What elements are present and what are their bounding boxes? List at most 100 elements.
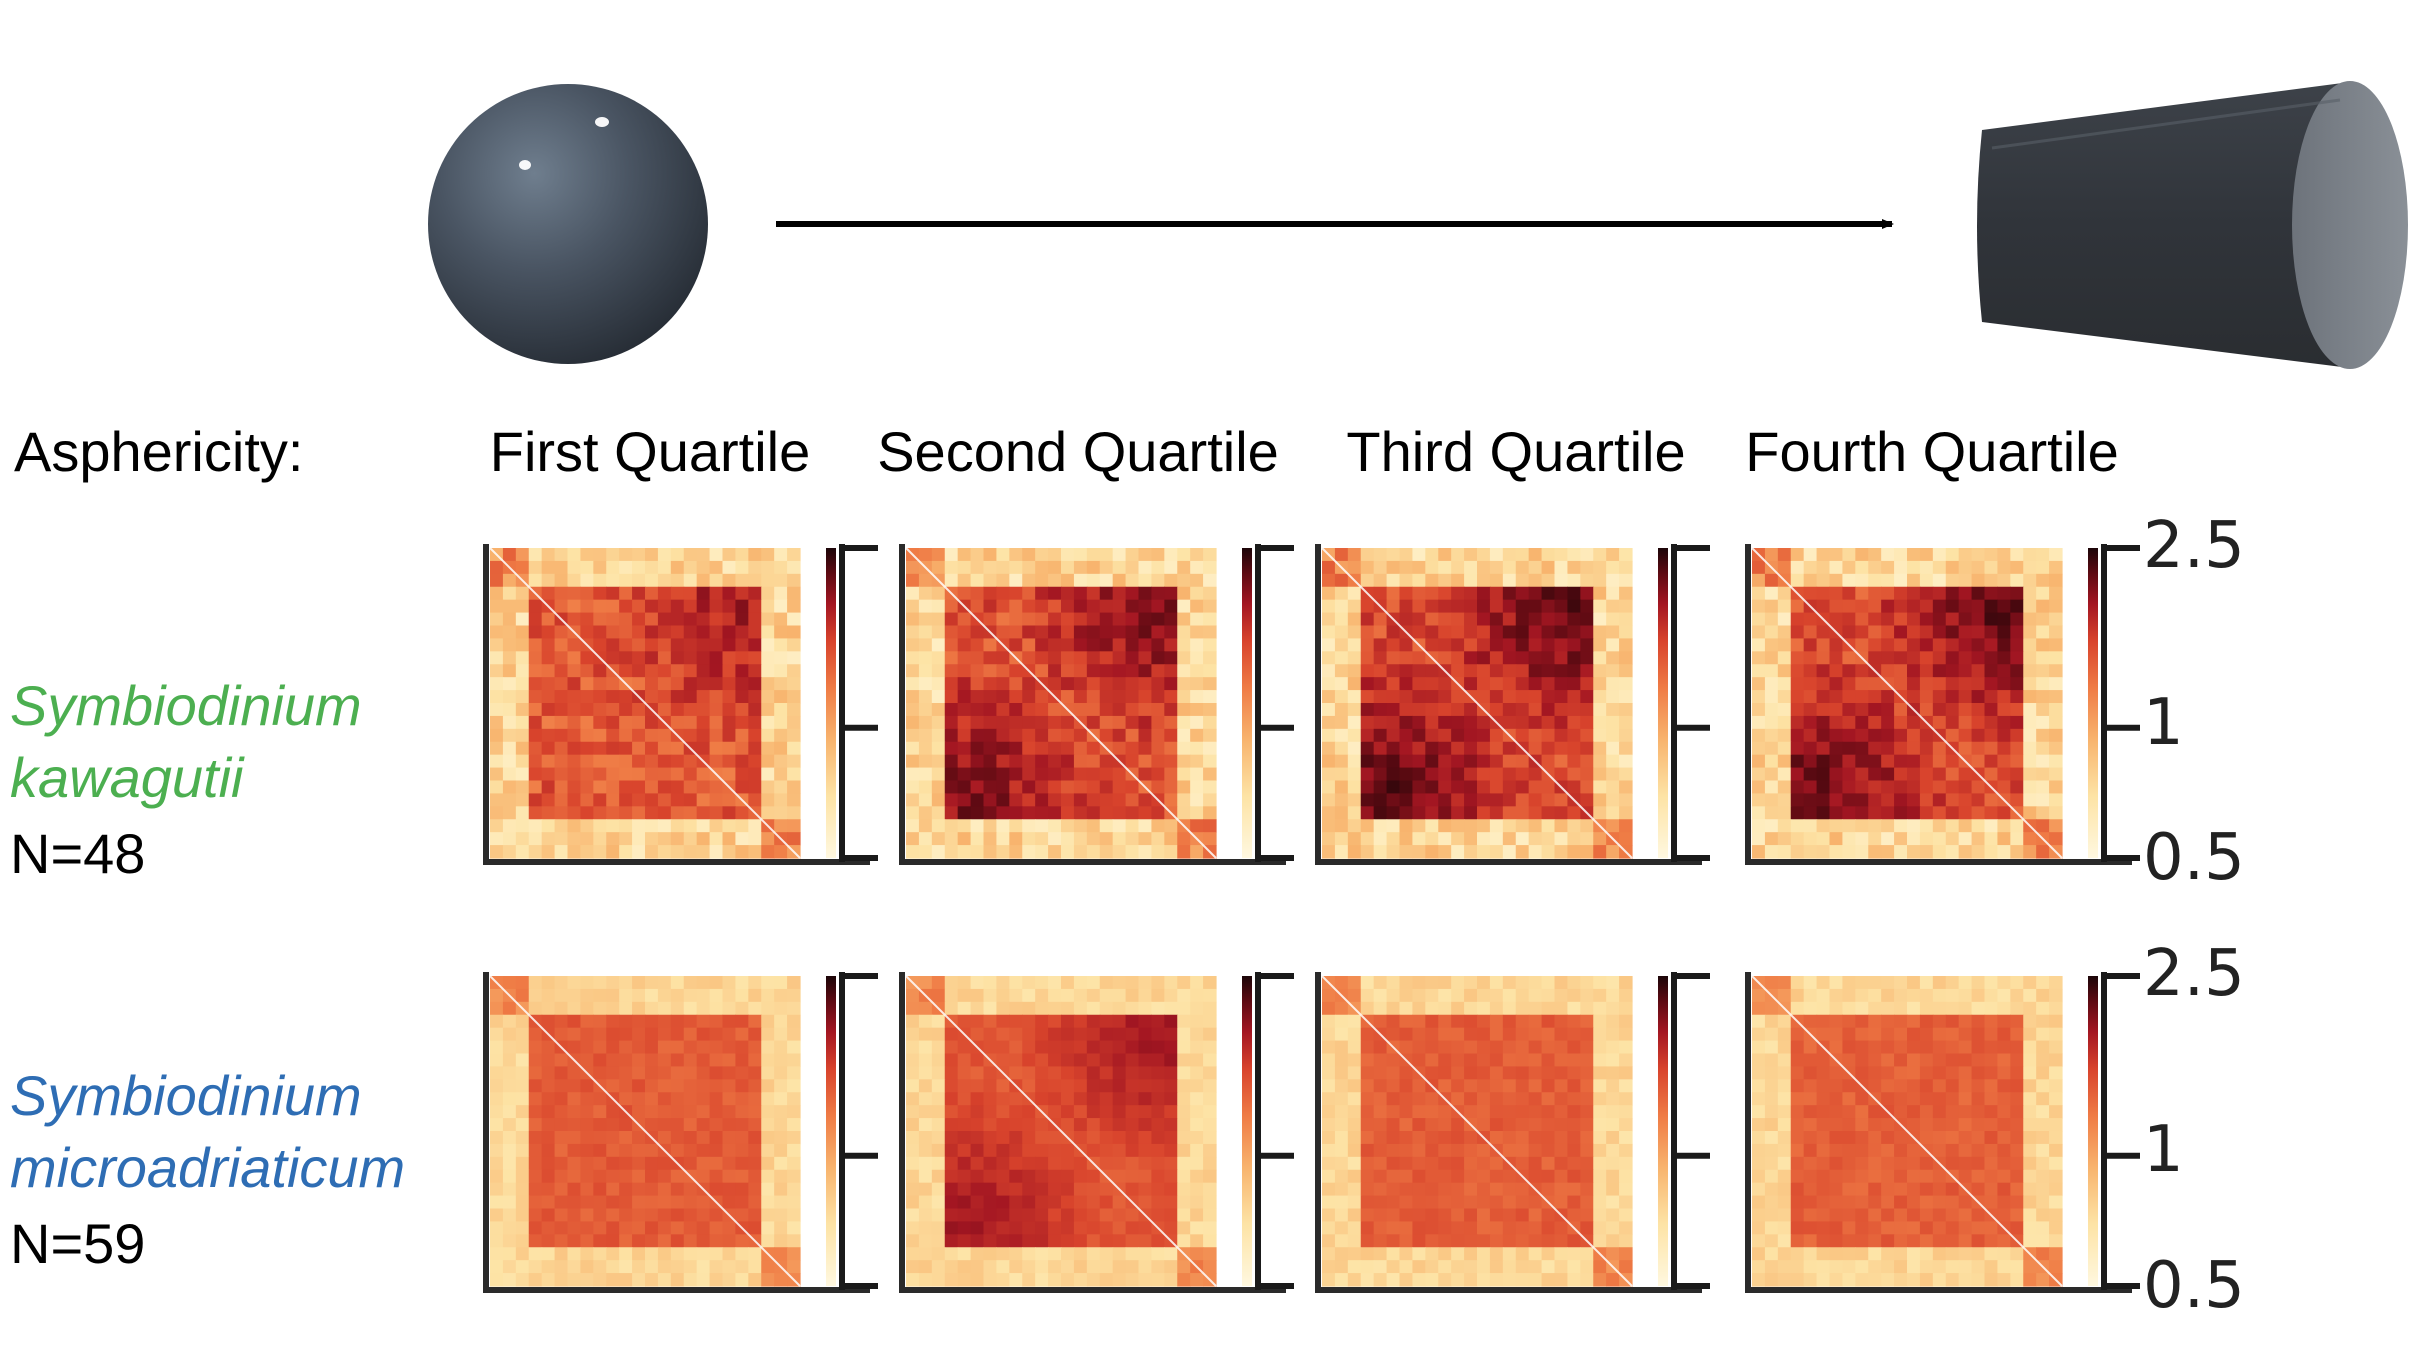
heatmap-cell xyxy=(1322,819,1336,833)
heatmap-cell xyxy=(554,1066,569,1080)
heatmap-cell xyxy=(1958,664,1973,678)
heatmap-cell xyxy=(1177,599,1191,614)
heatmap-cell xyxy=(502,1001,517,1016)
heatmap-cell xyxy=(1412,560,1426,575)
heatmap-cell xyxy=(1464,664,1478,678)
heatmap-cell xyxy=(619,638,633,652)
heatmap-cell xyxy=(2023,586,2037,601)
heatmap-cell xyxy=(1984,976,1999,990)
heatmap-cell xyxy=(490,664,504,678)
heatmap-cell xyxy=(1489,819,1504,833)
heatmap-cell xyxy=(1048,806,1062,820)
heatmap-cell xyxy=(1009,664,1023,678)
heatmap-cell xyxy=(1764,703,1779,717)
heatmap-cell xyxy=(944,1118,959,1132)
heatmap-cell xyxy=(1334,612,1349,627)
heatmap-cell xyxy=(2010,548,2024,562)
heatmap-cell xyxy=(1151,1195,1165,1210)
heatmap-cell xyxy=(593,599,607,614)
heatmap-cell xyxy=(1203,612,1217,627)
heatmap-cell xyxy=(1322,1221,1336,1235)
heatmap-cell xyxy=(1567,1273,1581,1287)
heatmap-cell xyxy=(1112,1118,1127,1132)
heatmap-cell xyxy=(606,1260,620,1274)
heatmap-cell xyxy=(1816,1066,1831,1080)
heatmap-cell xyxy=(748,1260,762,1274)
heatmap-cell xyxy=(1360,1143,1375,1158)
heatmap-cell xyxy=(957,1221,972,1235)
heatmap-cell xyxy=(1541,1118,1556,1132)
heatmap-cell xyxy=(983,1247,998,1261)
heatmap-cell xyxy=(528,819,543,833)
heatmap-cell xyxy=(515,1273,530,1287)
heatmap-cell xyxy=(1816,1027,1831,1042)
heatmap-cell xyxy=(1009,1105,1023,1119)
heatmap-cell xyxy=(1177,1040,1191,1055)
heatmap-cell xyxy=(996,560,1010,575)
heatmap-cell xyxy=(1412,832,1426,846)
heatmap-cell xyxy=(1777,1131,1792,1145)
heatmap-cell xyxy=(1451,690,1465,704)
heatmap-cell xyxy=(1347,976,1362,990)
heatmap-cell xyxy=(580,1208,594,1223)
heatmap-cell xyxy=(1138,690,1153,704)
heatmap-cell xyxy=(580,741,594,756)
heatmap-cell xyxy=(1803,1273,1818,1287)
heatmap-cell xyxy=(1061,1014,1075,1029)
heatmap-cell xyxy=(1945,1092,1960,1106)
heatmap-cell xyxy=(606,1156,620,1171)
heatmap-cell xyxy=(2023,677,2037,691)
heatmap-cell xyxy=(528,988,543,1003)
heatmap-cell xyxy=(1061,1053,1075,1068)
heatmap-cell xyxy=(996,651,1010,665)
heatmap-cell xyxy=(645,1247,659,1261)
heatmap-cell xyxy=(1022,1156,1036,1171)
heatmap-cell xyxy=(1438,976,1452,990)
heatmap-cell xyxy=(1203,1118,1217,1132)
heatmap-cell xyxy=(761,599,775,614)
heatmap-cell xyxy=(1855,1066,1869,1080)
heatmap-cell xyxy=(1971,793,1986,807)
heatmap-cell xyxy=(761,741,775,756)
heatmap-cell xyxy=(1894,715,1908,730)
heatmap-cell xyxy=(593,1143,607,1158)
heatmap-cell xyxy=(957,1156,972,1171)
heatmap-cell xyxy=(1945,1208,1960,1223)
heatmap-cell xyxy=(1360,741,1375,756)
heatmap-cell xyxy=(1177,988,1191,1003)
heatmap-cell xyxy=(944,845,959,859)
heatmap-cell xyxy=(1932,1208,1947,1223)
heatmap-cell xyxy=(1073,1273,1088,1287)
heatmap-cell xyxy=(1958,1092,1973,1106)
heatmap-cell xyxy=(709,1118,724,1132)
heatmap-cell xyxy=(1477,832,1491,846)
heatmap-cell xyxy=(1790,1273,1805,1287)
heatmap-cell xyxy=(957,819,972,833)
heatmap-cell xyxy=(1619,1169,1633,1184)
heatmap-cell xyxy=(1816,703,1831,717)
heatmap-cell xyxy=(1567,1131,1581,1145)
heatmap-cell xyxy=(1528,1092,1543,1106)
heatmap-cell xyxy=(774,586,788,601)
heatmap-cell xyxy=(619,741,633,756)
heatmap-cell xyxy=(1868,1105,1882,1119)
heatmap-cell xyxy=(1619,1105,1633,1119)
heatmap-cell xyxy=(1855,1014,1869,1029)
heatmap-cell xyxy=(957,1169,972,1184)
heatmap-cell xyxy=(906,1247,920,1261)
heatmap-cell xyxy=(528,573,543,588)
heatmap-cell xyxy=(1099,1092,1114,1106)
heatmap-cell xyxy=(1580,1208,1594,1223)
heatmap-cell xyxy=(1894,988,1908,1003)
heatmap-cell xyxy=(1803,677,1818,691)
heatmap-cell xyxy=(1855,677,1869,691)
heatmap-cell xyxy=(1971,586,1986,601)
heatmap-cell xyxy=(787,573,801,588)
heatmap-cell xyxy=(1881,1066,1895,1080)
heatmap-cell xyxy=(1803,703,1818,717)
heatmap-cell xyxy=(748,1014,762,1029)
heatmap-cell xyxy=(657,548,672,562)
heatmap-cell xyxy=(996,1260,1010,1274)
heatmap-cell xyxy=(2036,573,2050,588)
heatmap-cell xyxy=(1997,988,2011,1003)
